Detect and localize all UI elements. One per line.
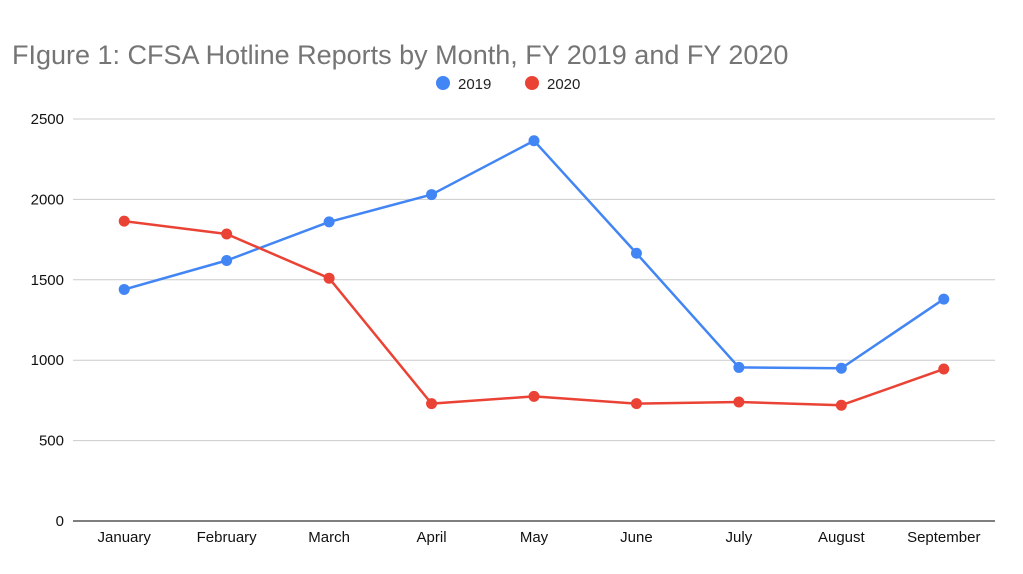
data-point: [426, 189, 438, 201]
data-point: [630, 398, 642, 410]
x-tick-label: January: [98, 529, 152, 546]
x-tick-label: September: [907, 529, 980, 546]
data-point: [426, 398, 438, 410]
data-point: [835, 362, 847, 374]
x-tick-label: June: [620, 529, 653, 546]
chart-title: FIgure 1: CFSA Hotline Reports by Month,…: [12, 40, 788, 70]
x-tick-label: May: [520, 529, 549, 546]
data-point: [221, 255, 233, 267]
series-2019: [118, 135, 950, 374]
legend: 2019 2020: [436, 76, 580, 93]
legend-marker: [525, 76, 539, 90]
y-tick-label: 2000: [31, 191, 64, 208]
x-tick-label: February: [197, 529, 258, 546]
data-point: [118, 215, 130, 227]
series-layer: [118, 135, 950, 411]
x-axis-ticks: January February March April May June July Augu…: [98, 529, 981, 546]
y-tick-label: 0: [56, 513, 64, 530]
y-tick-label: 1500: [31, 272, 64, 289]
y-tick-label: 2500: [31, 111, 64, 128]
data-point: [528, 135, 540, 147]
data-point: [733, 396, 745, 408]
y-axis-ticks: 0 500 1000 1500 2000 2500: [31, 111, 64, 530]
data-point: [118, 283, 130, 295]
data-point: [835, 399, 847, 411]
data-point: [938, 293, 950, 305]
data-point: [323, 216, 335, 228]
y-tick-label: 500: [39, 433, 64, 450]
legend-label: 2019: [458, 76, 491, 93]
x-tick-label: August: [818, 529, 866, 546]
x-tick-label: July: [726, 529, 753, 546]
data-point: [528, 390, 540, 402]
data-point: [323, 272, 335, 284]
data-point: [938, 363, 950, 375]
series-2020: [118, 215, 950, 411]
data-point: [630, 247, 642, 259]
legend-marker: [436, 76, 450, 90]
legend-label: 2020: [547, 76, 580, 93]
data-point: [221, 228, 233, 240]
y-tick-label: 1000: [31, 352, 64, 369]
data-point: [733, 361, 745, 373]
x-tick-label: April: [417, 529, 447, 546]
series-line: [122, 139, 946, 370]
series-line: [122, 219, 946, 407]
gridlines: [73, 118, 995, 442]
x-tick-label: March: [308, 529, 350, 546]
